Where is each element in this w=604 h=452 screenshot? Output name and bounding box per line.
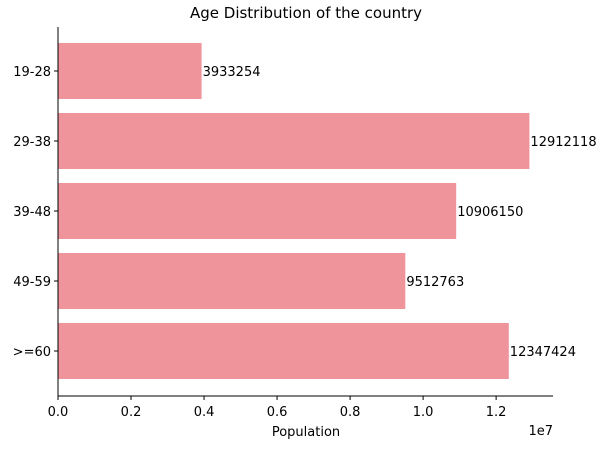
y-axis-ticks: 19-28 29-38 39-48 49-59 >=60 (13, 65, 58, 360)
value-label-4: 12347424 (510, 345, 576, 360)
y-tick-label-1: 29-38 (13, 135, 51, 150)
bar-3 (58, 253, 406, 309)
bar-4 (58, 323, 509, 379)
value-label-3: 9512763 (406, 275, 464, 290)
x-axis-offset-text: 1e7 (528, 424, 553, 439)
x-tick-label-0: 0.0 (48, 405, 69, 420)
x-axis-ticks: 0.0 0.2 0.4 0.6 0.8 1.0 1.2 (48, 396, 507, 420)
bar-0 (58, 43, 202, 99)
value-label-2: 10906150 (457, 205, 523, 220)
bar-1 (58, 113, 530, 169)
x-tick-label-5: 1.0 (413, 405, 434, 420)
y-tick-label-3: 49-59 (13, 275, 51, 290)
y-tick-label-4: >=60 (13, 345, 51, 360)
bars-group (58, 43, 530, 379)
x-axis-label: Population (272, 425, 340, 440)
x-tick-label-2: 0.4 (194, 405, 215, 420)
y-tick-label-2: 39-48 (13, 205, 51, 220)
chart-title: Age Distribution of the country (190, 4, 422, 22)
bar-2 (58, 183, 457, 239)
value-label-1: 12912118 (530, 135, 596, 150)
y-tick-label-0: 19-28 (13, 65, 51, 80)
x-tick-label-1: 0.2 (121, 405, 142, 420)
x-tick-label-6: 1.2 (486, 405, 507, 420)
value-labels-group: 3933254 12912118 10906150 9512763 12347424 (203, 65, 597, 360)
x-tick-label-4: 0.8 (340, 405, 361, 420)
value-label-0: 3933254 (203, 65, 261, 80)
x-tick-label-3: 0.6 (267, 405, 288, 420)
